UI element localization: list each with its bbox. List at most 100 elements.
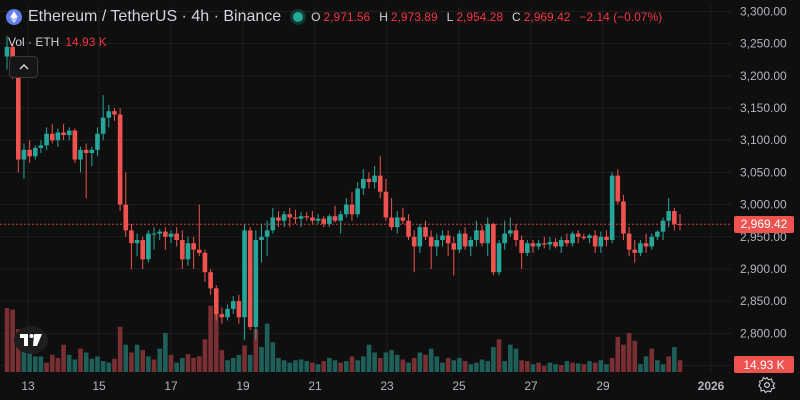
gear-icon[interactable] (758, 376, 776, 394)
volume-bar (180, 357, 185, 372)
volume-value: 14.93 K (65, 35, 107, 49)
time-axis[interactable]: 13 15 17 19 21 23 25 27 29 2026 (21, 379, 724, 393)
chevron-up-icon (18, 64, 29, 70)
volume-bar (72, 359, 78, 372)
volume-bar (660, 364, 666, 372)
candle (643, 233, 649, 253)
volume-bar (219, 350, 225, 372)
volume-bar (66, 354, 72, 372)
candle (558, 236, 564, 253)
candle (95, 127, 100, 157)
volume-bar (168, 354, 174, 372)
symbol-title[interactable]: Ethereum / TetherUS · 4h · Binance (28, 8, 282, 25)
volume-bar (428, 348, 434, 372)
volume-bar (344, 361, 349, 372)
volume-bar (655, 360, 660, 372)
price-tick-label: 3,300.00 (740, 4, 787, 18)
candle (174, 227, 179, 247)
volume-bar (146, 356, 151, 372)
close-value: 2,969.42 (523, 10, 571, 24)
candle (264, 220, 270, 257)
volume-bar (61, 344, 66, 372)
volume-bar (49, 354, 55, 372)
volume-bar (304, 361, 310, 372)
candle (615, 169, 621, 205)
candle (485, 217, 491, 257)
volume-bar (89, 358, 95, 372)
volume-bar (485, 361, 491, 372)
volume-bar (474, 362, 479, 372)
volume-bar (44, 362, 49, 372)
candle (672, 207, 677, 231)
volume-bar (383, 352, 389, 372)
price-tick-label: 2,800.00 (740, 326, 787, 340)
volume-bar (83, 352, 89, 372)
candle (112, 108, 117, 121)
time-tick-label: 21 (308, 379, 322, 393)
volume-bar (129, 352, 134, 372)
chart-grid (0, 5, 732, 372)
tradingview-logo-icon[interactable] (14, 326, 48, 354)
volume-bar (508, 344, 513, 372)
candle (592, 230, 598, 253)
volume-bar (394, 354, 400, 372)
volume-bar (202, 339, 208, 372)
volume-bar (27, 352, 32, 372)
volume-bar (16, 329, 21, 372)
candle (344, 198, 349, 218)
volume-bar (327, 357, 332, 372)
time-tick-label: 13 (21, 379, 35, 393)
volume-bar (242, 345, 247, 372)
volume-bar (615, 336, 621, 372)
volume-bar (366, 344, 372, 372)
candle (474, 220, 479, 247)
volume-bar (643, 356, 649, 372)
open-key: O (311, 10, 321, 24)
volume-bar (355, 360, 360, 372)
candle (536, 240, 541, 250)
candle (570, 231, 575, 247)
low-value: 2,954.28 (456, 10, 504, 24)
candle (140, 236, 146, 269)
price-tick-label: 3,100.00 (740, 133, 787, 147)
candle (202, 249, 208, 282)
candle (253, 230, 259, 340)
volume-bar (491, 347, 496, 372)
candle (247, 227, 253, 331)
time-tick-label: 25 (452, 379, 466, 393)
candle (129, 223, 134, 269)
price-tick-label: 3,150.00 (740, 101, 787, 115)
volume-label[interactable]: Vol · ETH (8, 35, 60, 49)
candle (440, 230, 445, 247)
collapse-legend-button[interactable] (9, 56, 38, 78)
volume-bar (598, 360, 604, 372)
candle (78, 146, 83, 173)
volume-bar (558, 364, 564, 372)
volume-bar (496, 339, 502, 372)
high-key: H (379, 10, 388, 24)
candle (626, 227, 632, 257)
candle (44, 127, 49, 150)
candle (168, 230, 174, 244)
price-axis[interactable]: 3,300.00 3,250.00 3,200.00 3,150.00 3,100.00… (740, 4, 787, 372)
candle (587, 233, 592, 244)
volume-bar (287, 362, 293, 372)
volume-bar (78, 348, 83, 372)
candle (451, 236, 457, 276)
candle (638, 240, 643, 257)
market-open-dot-icon[interactable] (293, 12, 304, 22)
candle (208, 268, 213, 295)
volume-bar (185, 354, 191, 372)
candle (230, 296, 236, 315)
candlesticks (4, 35, 683, 340)
candle (519, 235, 524, 269)
volume-bar (293, 360, 298, 372)
volume-bar (236, 354, 242, 372)
candle (117, 108, 123, 212)
volume-bar (547, 362, 553, 372)
candle (236, 294, 242, 324)
candle (666, 198, 671, 228)
candle (406, 214, 411, 241)
candle (417, 223, 423, 253)
